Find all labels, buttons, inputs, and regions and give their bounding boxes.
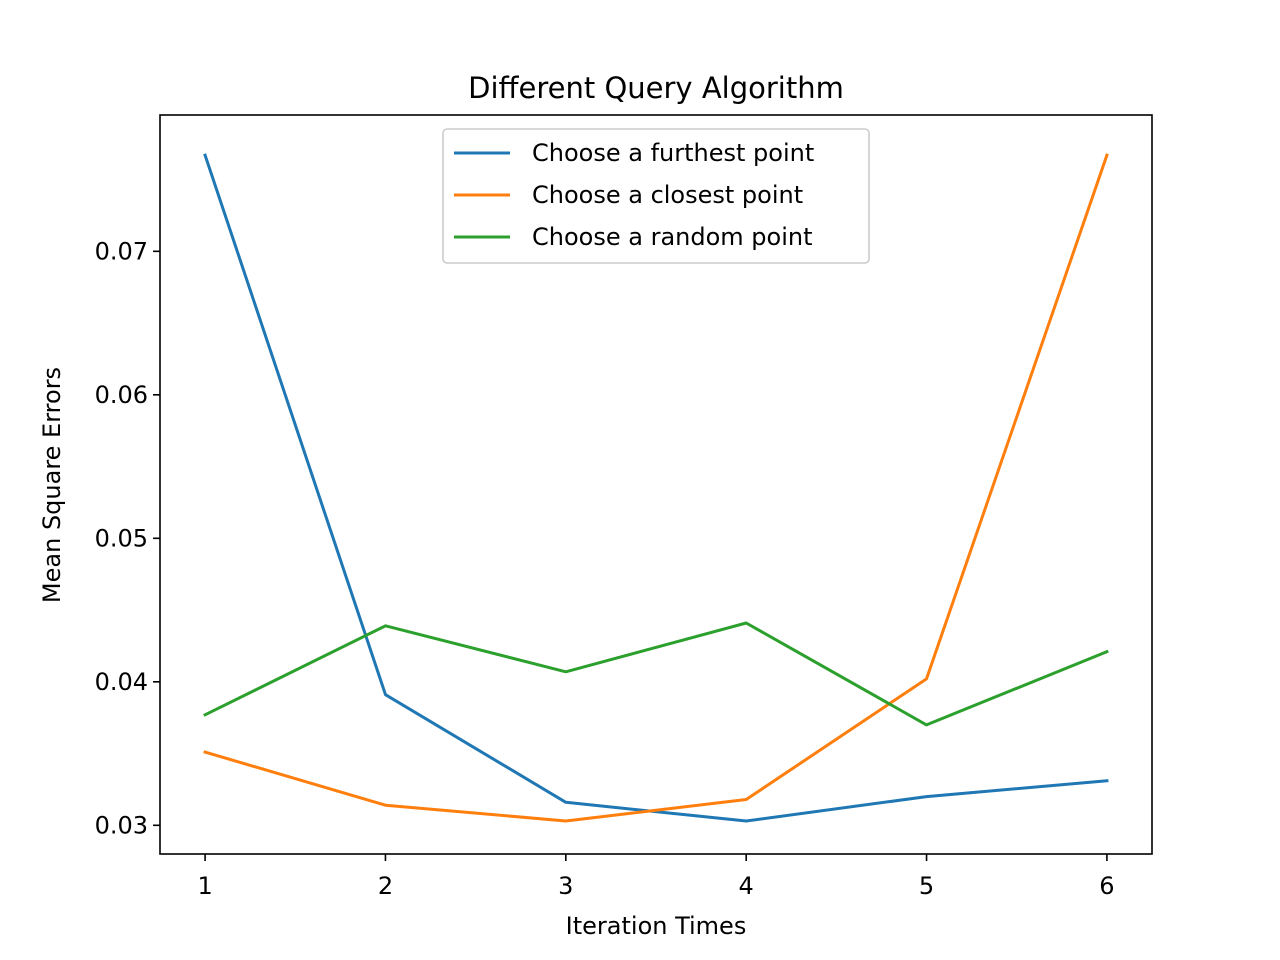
series-lines [203, 153, 1109, 823]
x-tick-label: 4 [739, 872, 754, 900]
y-axis-label: Mean Square Errors [38, 367, 66, 603]
y-tick-label: 0.04 [95, 668, 148, 696]
y-tick-label: 0.06 [95, 381, 148, 409]
y-axis-ticks: 0.03 0.04 0.05 0.06 0.07 [95, 237, 160, 839]
y-tick-label: 0.07 [95, 237, 148, 265]
legend-label-2: Choose a closest point [532, 181, 803, 209]
x-axis-ticks: 1 2 3 4 5 6 [197, 854, 1115, 900]
legend-box [442, 128, 870, 264]
series-line-2 [203, 153, 1109, 823]
y-tick-label: 0.05 [95, 524, 148, 552]
x-tick-label: 2 [378, 872, 393, 900]
legend-label-1: Choose a furthest point [532, 139, 814, 167]
plot-frame [159, 114, 1153, 855]
chart-title: Different Query Algorithm [468, 71, 844, 105]
legend-entries: Choose a furthest point Choose a closest … [454, 139, 814, 251]
x-tick-label: 5 [919, 872, 934, 900]
x-tick-label: 6 [1099, 872, 1114, 900]
series-line-3 [203, 621, 1109, 727]
x-tick-label: 1 [197, 872, 212, 900]
legend-label-3: Choose a random point [532, 223, 813, 251]
x-axis-label: Iteration Times [566, 912, 747, 940]
y-tick-label: 0.03 [95, 811, 148, 839]
x-tick-label: 3 [558, 872, 573, 900]
legend: Choose a furthest point Choose a closest … [442, 128, 870, 264]
